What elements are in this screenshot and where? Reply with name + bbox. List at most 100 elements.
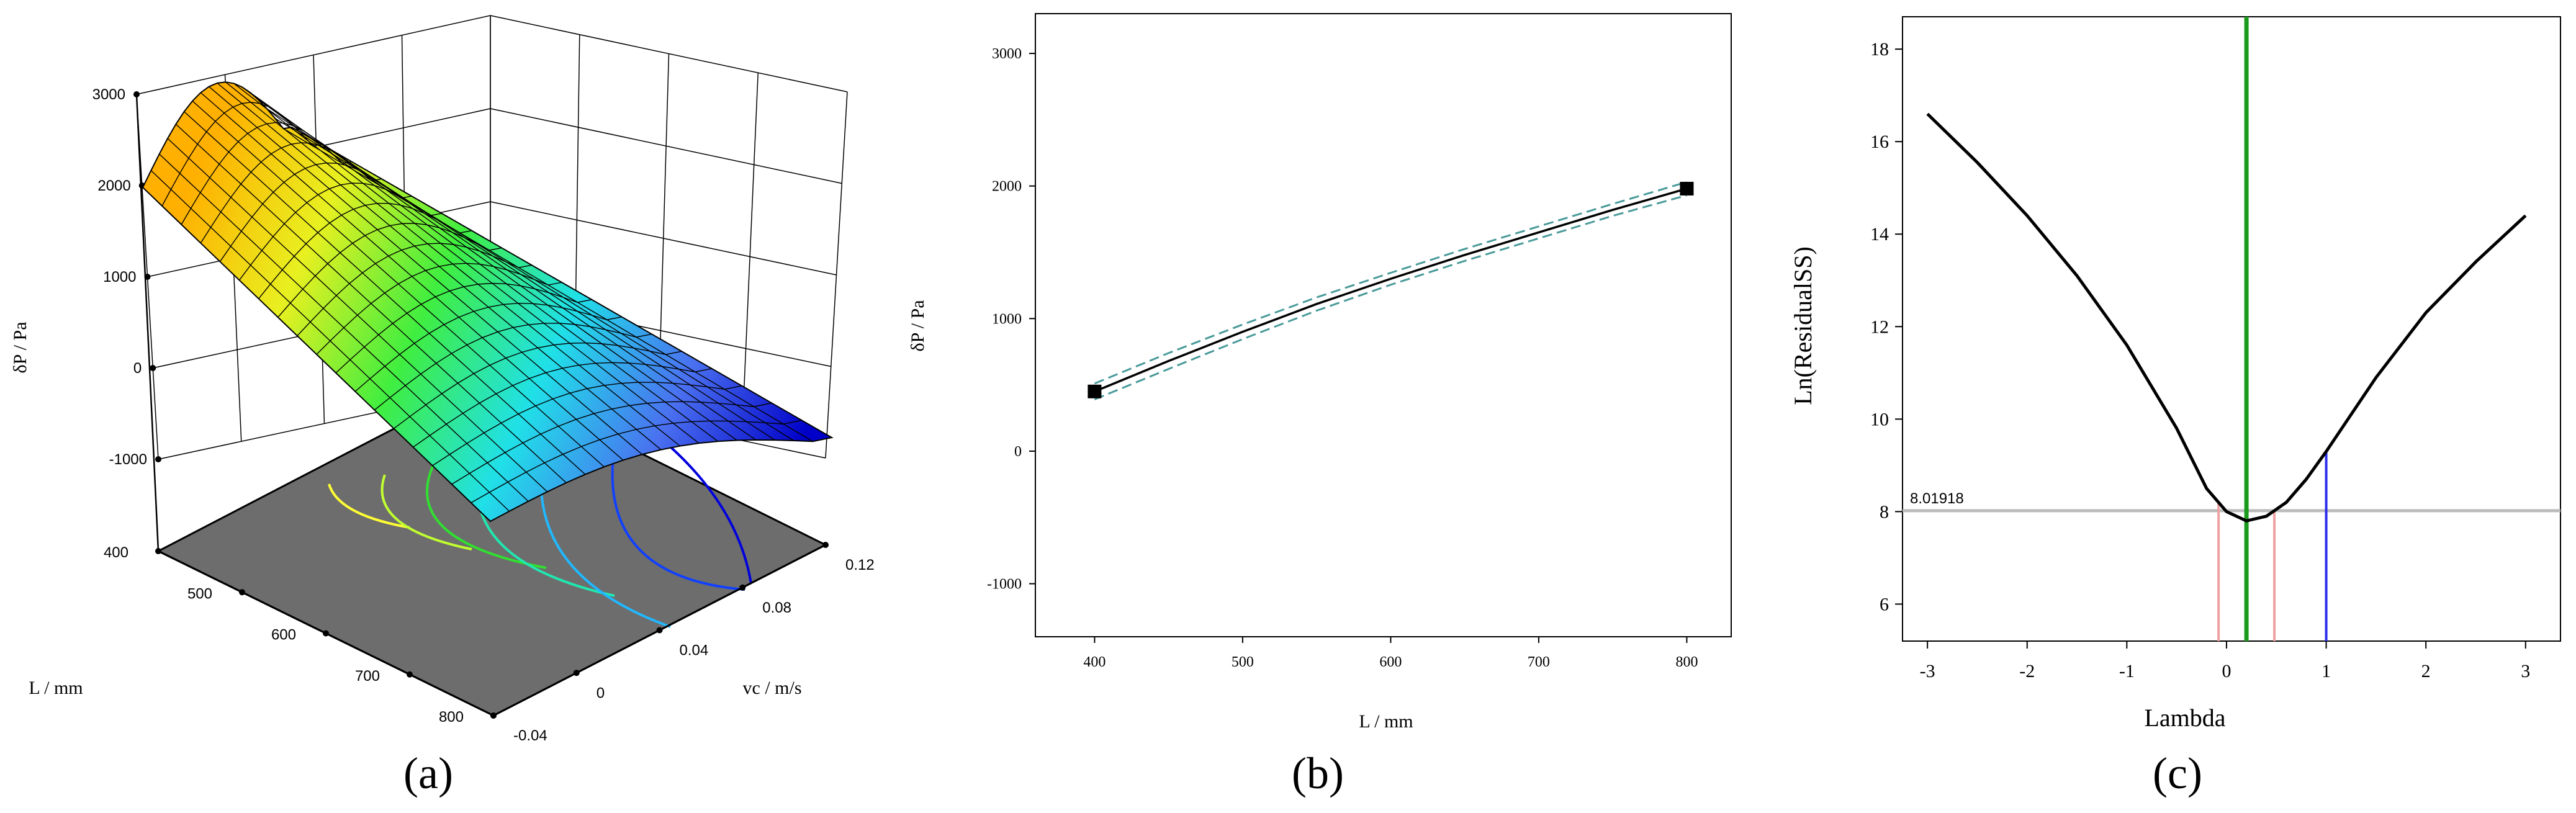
contour-line (328, 483, 410, 529)
y-tick-label: 0 (597, 685, 605, 701)
y-tick-label: 0 (1014, 444, 1022, 460)
x-axis-label: L / mm (29, 678, 83, 698)
endpoint-markers (1088, 181, 1694, 398)
y-tick-label: 3000 (992, 46, 1022, 62)
reference-lines (1903, 17, 2560, 641)
z-tick-label: -1000 (109, 451, 147, 468)
x-axis-tick-labels: 400 500 600 700 800 (104, 544, 464, 725)
z-tick-label: 0 (133, 360, 142, 377)
contour-line (381, 474, 472, 550)
y-axis-line (493, 544, 826, 717)
x-tick-label: 1 (2322, 661, 2331, 681)
surface-mesh-line (217, 83, 662, 451)
y-tick-label: 2000 (992, 179, 1022, 195)
wall-gridline (741, 73, 759, 441)
y-tick-label: 0.04 (680, 642, 709, 659)
x-axis-line (158, 550, 494, 717)
surface-plot-panel: -1000 0 1000 2000 3000 400 500 600 700 800 -0.04… (10, 15, 875, 798)
x-tick-label: 700 (355, 668, 380, 685)
y-tick-label: -1000 (987, 577, 1022, 593)
x-tick-label: 400 (104, 544, 128, 561)
y-axis-label: vc / m/s (743, 678, 802, 698)
fit-line (1094, 187, 1687, 393)
surface-mesh-line (200, 92, 624, 461)
data-marker (1680, 181, 1694, 195)
y-axis-tick-labels: -0.04 0 0.04 0.08 0.12 (513, 557, 875, 744)
surface-mesh-line (233, 83, 700, 444)
surface-fill (142, 81, 834, 523)
line-plot-panel: 400 500 600 700 800 -1000 0 1000 2000 3000 δP / P… (907, 13, 1732, 798)
y-tick-label: 8 (1880, 501, 1889, 522)
data-marker (1088, 384, 1102, 398)
plot-frame (1902, 16, 2561, 642)
x-tick-label: 800 (1675, 654, 1698, 670)
surface-mesh-line (159, 153, 529, 502)
x-tick-label: 700 (1528, 654, 1550, 670)
y-tick-label: 14 (1870, 224, 1889, 245)
panel-label-c: (c) (2153, 748, 2202, 798)
series-lines (1094, 181, 1687, 401)
panel-label-a: (a) (403, 748, 453, 798)
y-tick-label: 12 (1870, 317, 1889, 337)
y-tick-label: 1000 (992, 311, 1022, 327)
surface-mesh-line (283, 128, 813, 442)
x-tick-label: 0 (2222, 661, 2231, 681)
z-axis-tick-labels: -1000 0 1000 2000 3000 (92, 86, 147, 468)
ci-lower-line (1094, 194, 1687, 401)
x-tick-label: 600 (271, 627, 296, 644)
y-tick-label: 0.08 (762, 600, 791, 616)
surface-mesh-line (150, 170, 510, 512)
x-tick-label: -2 (2019, 661, 2035, 681)
contour-lines (155, 440, 829, 719)
x-tick-label: 600 (1379, 654, 1402, 670)
x-tick-label: 3 (2521, 661, 2530, 681)
x-tick-label: 2 (2421, 661, 2431, 681)
surface-mesh-line (175, 124, 567, 483)
y-axis-label: δP / Pa (907, 300, 928, 351)
y-tick-label: 16 (1870, 132, 1889, 152)
x-tick-label: 400 (1083, 654, 1106, 670)
x-tick-label: 800 (439, 709, 464, 725)
x-axis-label: Lambda (2144, 704, 2225, 732)
surface-mesh-line (167, 138, 548, 492)
ln-residual-ss-curve (1926, 112, 2527, 523)
surface-mesh-line (225, 81, 680, 447)
response-surface (142, 81, 834, 523)
z-axis-label: δP / Pa (10, 321, 30, 373)
contour-line (426, 462, 547, 569)
contour-line (669, 446, 752, 584)
y-tick-label: 0.12 (845, 557, 875, 573)
y-axis-label: Ln(ResidualSS) (1789, 246, 1817, 405)
surface-mesh-line (258, 99, 757, 441)
x-tick-label: -1 (2119, 661, 2135, 681)
contour-line (611, 446, 745, 591)
x-tick-label: 500 (1232, 654, 1254, 670)
z-tick-label: 1000 (103, 269, 136, 285)
surface-mesh-line (266, 108, 775, 441)
hline-value-label: 8.01918 (1910, 490, 1964, 507)
x-tick-label: -3 (1920, 661, 1935, 681)
ci-upper-line (1094, 181, 1687, 385)
y-tick-label: 10 (1870, 409, 1889, 429)
z-axis-line (135, 94, 160, 552)
surface-mesh-line (184, 111, 586, 475)
y-tick-label: 6 (1880, 594, 1889, 614)
wall-gridline (825, 91, 848, 459)
x-tick-label: 500 (187, 585, 212, 602)
y-tick-label: -0.04 (513, 727, 547, 744)
surface-mesh-line (192, 101, 605, 467)
z-tick-label: 3000 (92, 86, 125, 103)
plot-frame (1035, 13, 1732, 637)
axes-ticks: 400 500 600 700 800 -1000 0 1000 2000 3000 (987, 46, 1698, 670)
panel-label-b: (b) (1292, 748, 1344, 798)
z-tick-label: 2000 (97, 177, 130, 194)
y-tick-label: 18 (1870, 39, 1889, 60)
surface-mesh-line (209, 86, 642, 455)
series-lines (1926, 112, 2527, 523)
surface-mesh-line (241, 86, 719, 442)
surface-mesh-line (274, 118, 795, 441)
x-axis-label: L / mm (1359, 711, 1413, 732)
